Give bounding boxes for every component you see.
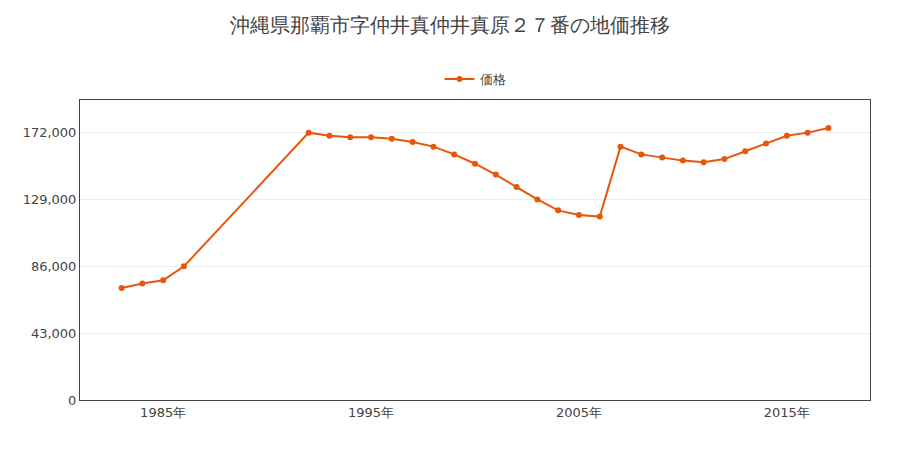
svg-text:86,000: 86,000 <box>31 259 77 274</box>
svg-text:172,000: 172,000 <box>23 125 77 140</box>
svg-text:価格: 価格 <box>480 72 506 87</box>
svg-text:2015年: 2015年 <box>764 405 810 420</box>
svg-text:2005年: 2005年 <box>556 405 602 420</box>
svg-text:沖縄県那覇市字仲井真仲井真原２７番の地価推移: 沖縄県那覇市字仲井真仲井真原２７番の地価推移 <box>230 13 670 37</box>
svg-text:43,000: 43,000 <box>31 326 77 341</box>
svg-text:1995年: 1995年 <box>348 405 394 420</box>
svg-text:1985年: 1985年 <box>140 405 186 420</box>
svg-text:0: 0 <box>68 393 76 408</box>
svg-text:129,000: 129,000 <box>23 192 77 207</box>
